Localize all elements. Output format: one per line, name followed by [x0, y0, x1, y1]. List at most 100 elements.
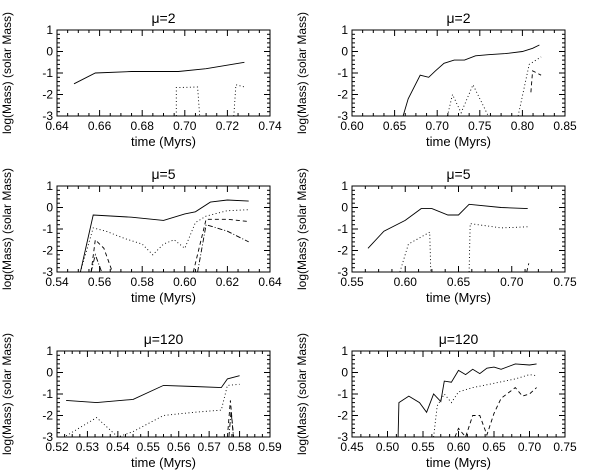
y-tick-label: 0 [46, 366, 53, 380]
y-tick-label: -3 [337, 430, 348, 444]
y-tick-label: -2 [337, 244, 348, 258]
chart-panel-5: 0.52 0.53 0.54 0.55 0.56 0.57 0.58 0.59 -3 -2 -1 0 1… [0, 331, 282, 470]
series-dotted-2 [517, 56, 542, 116]
x-tick-label: 0.80 [511, 119, 535, 133]
y-tick-label: 1 [341, 344, 348, 358]
y-tick-label: 1 [46, 344, 53, 358]
y-tick-label: -2 [337, 88, 348, 102]
series-dashed [90, 238, 113, 272]
y-tick-label: -1 [42, 222, 53, 236]
series-dotted [399, 231, 432, 272]
series-dashed [530, 70, 542, 93]
chart-panel-2: 0.60 0.65 0.70 0.75 0.80 0.85 -3 -2 -1 0 1 μ=2 time … [295, 10, 577, 149]
chart-panel-6: 0.45 0.50 0.55 0.60 0.65 0.70 0.75 -3 -2 -1 0 1 μ=12… [295, 331, 577, 470]
x-tick-label: 0.57 [197, 440, 221, 454]
x-tick-label: 0.70 [500, 275, 524, 289]
series-solid [402, 44, 540, 116]
chart-title: μ=120 [439, 331, 479, 347]
x-axis-label: time (Myrs) [426, 134, 491, 149]
y-tick-label: 0 [46, 45, 53, 59]
y-axis-label: log(Mass) (solar Mass) [295, 333, 309, 455]
y-tick-label: -3 [42, 265, 53, 279]
x-tick-label: 0.85 [553, 119, 577, 133]
x-axis-label: time (Myrs) [426, 290, 491, 305]
x-axis-label: time (Myrs) [131, 134, 196, 149]
x-tick-label: 0.54 [45, 275, 69, 289]
y-tick-label: -1 [337, 387, 348, 401]
series-dash-dot [90, 253, 103, 272]
y-tick-label: -3 [337, 265, 348, 279]
series-dashed [226, 400, 234, 437]
x-tick-label: 0.74 [258, 119, 282, 133]
y-tick-label: -2 [42, 244, 53, 258]
series-dashed-2 [192, 218, 249, 272]
y-axis-label: log(Mass) (solar Mass) [295, 12, 309, 134]
y-axis-label: log(Mass) (solar Mass) [0, 333, 14, 455]
x-tick-label: 0.75 [553, 440, 577, 454]
y-tick-label: -3 [42, 430, 53, 444]
x-tick-label: 0.66 [88, 119, 112, 133]
y-tick-label: -1 [337, 222, 348, 236]
chart-title: μ=2 [446, 10, 470, 26]
y-tick-label: -3 [42, 109, 53, 123]
x-tick-label: 0.60 [394, 275, 418, 289]
x-tick-label: 0.55 [137, 440, 161, 454]
series-solid [79, 199, 249, 272]
x-tick-label: 0.52 [45, 440, 69, 454]
x-tick-label: 0.58 [228, 440, 252, 454]
series-dotted [175, 86, 201, 116]
x-tick-label: 0.55 [340, 275, 364, 289]
chart-panel-1: 0.64 0.66 0.68 0.70 0.72 0.74 -3 -2 -1 0 1 μ=2 time … [0, 10, 282, 149]
y-tick-label: -1 [337, 66, 348, 80]
y-tick-label: -2 [42, 409, 53, 423]
y-tick-label: 1 [46, 179, 53, 193]
x-tick-label: 0.65 [482, 440, 506, 454]
series-dotted [65, 383, 240, 437]
y-tick-label: 1 [341, 179, 348, 193]
x-tick-label: 0.62 [216, 275, 240, 289]
x-tick-label: 0.50 [376, 440, 400, 454]
x-tick-label: 0.75 [553, 275, 577, 289]
chart-title: μ=120 [144, 331, 184, 347]
x-tick-label: 0.53 [76, 440, 100, 454]
series-solid [73, 61, 245, 85]
x-tick-label: 0.72 [216, 119, 240, 133]
chart-title: μ=2 [151, 10, 175, 26]
series-dotted [446, 83, 489, 116]
y-tick-label: -1 [42, 66, 53, 80]
y-tick-label: -1 [42, 387, 53, 401]
x-tick-label: 0.54 [106, 440, 130, 454]
x-axis-label: time (Myrs) [131, 290, 196, 305]
x-tick-label: 0.65 [383, 119, 407, 133]
x-tick-label: 0.70 [173, 119, 197, 133]
y-tick-label: -2 [42, 88, 53, 102]
series-dash-dot [228, 411, 234, 437]
x-tick-label: 0.68 [131, 119, 155, 133]
chart-title: μ=5 [446, 166, 470, 182]
x-tick-label: 0.60 [447, 440, 471, 454]
y-tick-label: -2 [337, 409, 348, 423]
y-axis-label: log(Mass) (solar Mass) [0, 168, 14, 290]
x-tick-label: 0.55 [411, 440, 435, 454]
chart-panel-4: 0.55 0.60 0.65 0.70 0.75 -3 -2 -1 0 1 μ=5 time (Myr… [295, 166, 577, 305]
x-tick-label: 0.70 [518, 440, 542, 454]
series-dashed [526, 263, 530, 272]
y-tick-label: 0 [341, 45, 348, 59]
y-tick-label: -3 [337, 109, 348, 123]
series-solid [66, 375, 240, 404]
x-tick-label: 0.65 [447, 275, 471, 289]
x-tick-label: 0.59 [258, 440, 282, 454]
chart-title: μ=5 [151, 166, 175, 182]
y-tick-label: 0 [341, 201, 348, 215]
x-axis-label: time (Myrs) [131, 455, 196, 470]
x-tick-label: 0.64 [258, 275, 282, 289]
y-tick-label: 0 [46, 201, 53, 215]
x-tick-label: 0.60 [173, 275, 197, 289]
x-tick-label: 0.58 [131, 275, 155, 289]
series-dotted [79, 209, 249, 272]
y-tick-label: 1 [46, 23, 53, 37]
series-solid [397, 363, 537, 437]
x-tick-label: 0.70 [426, 119, 450, 133]
